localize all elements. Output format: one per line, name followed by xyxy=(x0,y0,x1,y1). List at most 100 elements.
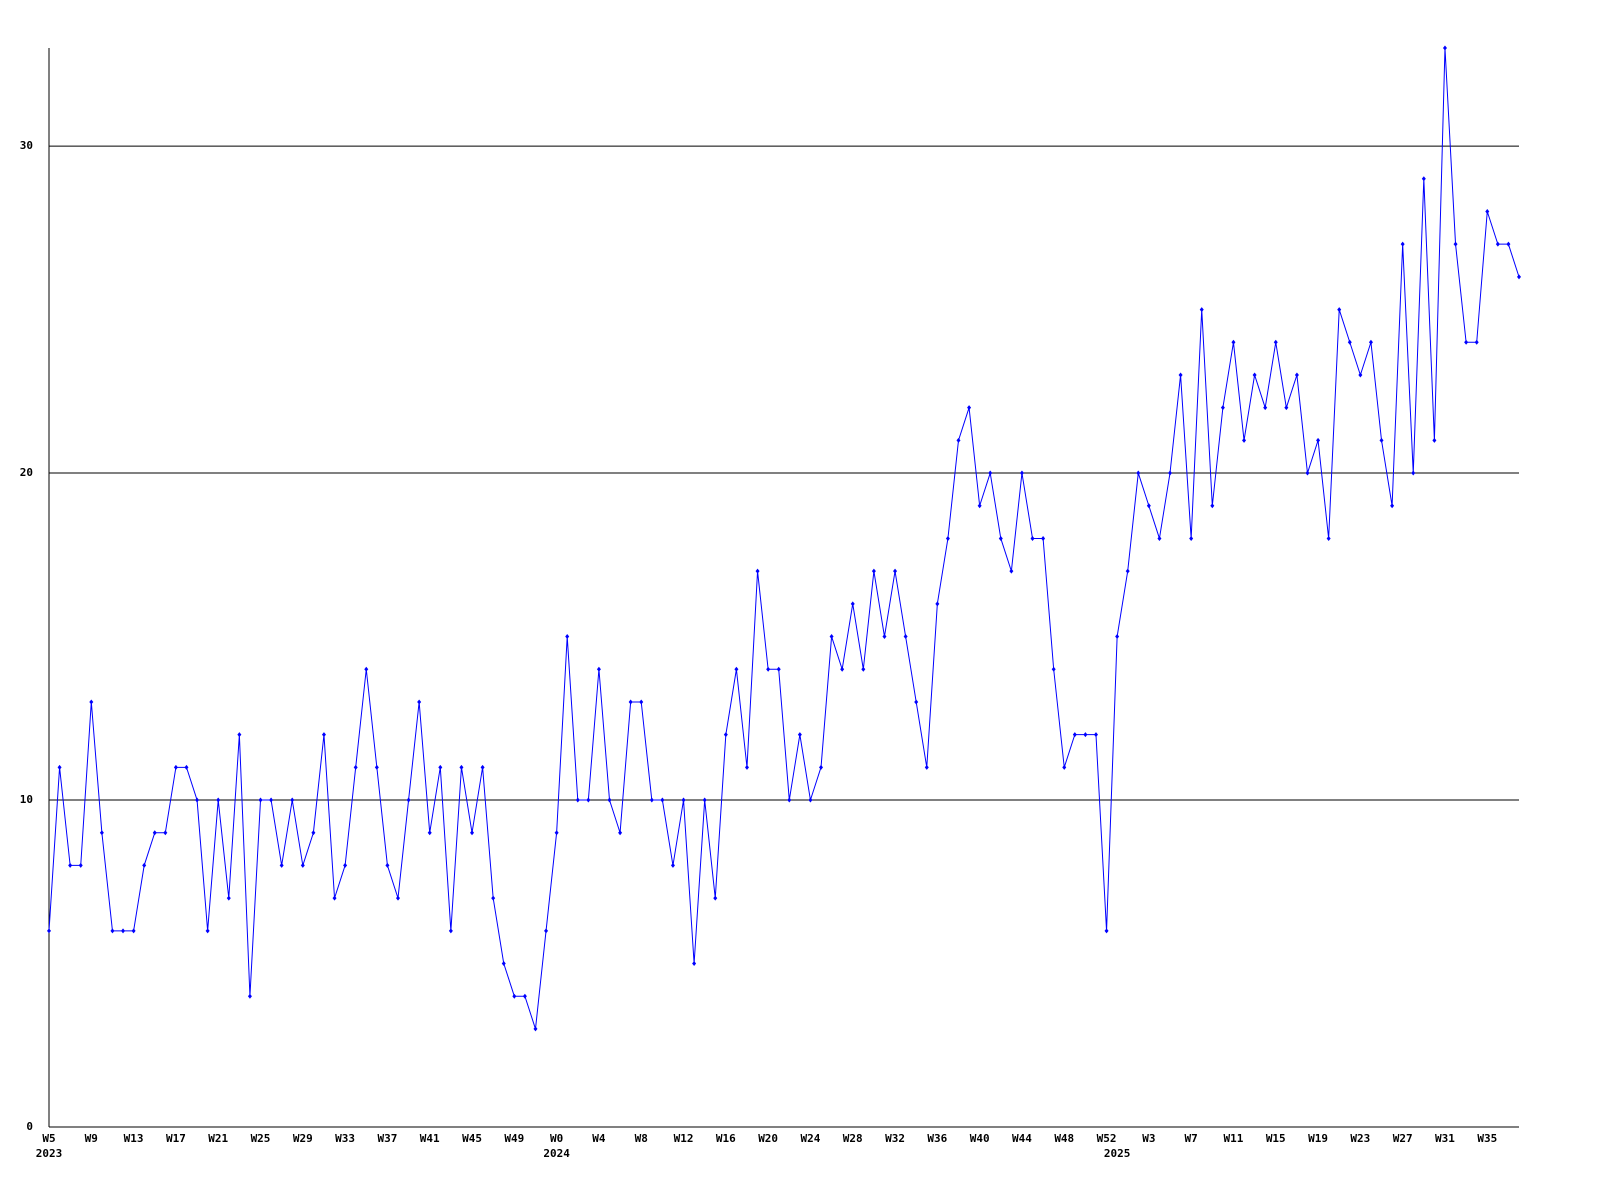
data-point xyxy=(1136,470,1141,476)
x-tick-label: W16 xyxy=(716,1132,736,1145)
y-tick-label: 0 xyxy=(26,1120,33,1133)
data-point xyxy=(279,862,284,868)
data-point xyxy=(1041,535,1046,541)
data-point xyxy=(1178,372,1183,378)
data-point xyxy=(871,568,876,574)
data-point xyxy=(586,797,591,803)
year-label: 2023 xyxy=(36,1147,63,1160)
data-point xyxy=(639,699,644,705)
data-point xyxy=(1337,307,1342,313)
x-tick-label: W48 xyxy=(1054,1132,1074,1145)
y-tick-label: 10 xyxy=(20,793,33,806)
x-tick-label: W25 xyxy=(251,1132,271,1145)
data-point xyxy=(903,634,908,640)
series-line xyxy=(48,47,1520,1030)
x-tick-label: W24 xyxy=(801,1132,821,1145)
x-tick-label: W7 xyxy=(1185,1132,1198,1145)
data-point xyxy=(385,862,390,868)
data-point xyxy=(438,764,443,770)
data-point xyxy=(99,830,104,836)
data-point xyxy=(131,928,136,934)
data-point xyxy=(1464,339,1469,345)
data-point xyxy=(1189,535,1194,541)
data-point xyxy=(723,732,728,738)
data-point xyxy=(1231,339,1236,345)
data-point xyxy=(1347,339,1352,345)
data-point xyxy=(734,666,739,672)
data-point xyxy=(290,797,295,803)
data-point xyxy=(216,797,221,803)
data-point xyxy=(596,666,601,672)
x-tick-label: W33 xyxy=(335,1132,355,1145)
data-point xyxy=(321,732,326,738)
data-point xyxy=(544,928,549,934)
data-point xyxy=(1294,372,1299,378)
data-point xyxy=(163,830,168,836)
x-tick-label: W37 xyxy=(377,1132,397,1145)
data-point xyxy=(776,666,781,672)
data-point xyxy=(1199,307,1204,313)
data-point xyxy=(628,699,633,705)
data-point xyxy=(247,993,252,999)
data-point xyxy=(522,993,527,999)
x-tick-label: W19 xyxy=(1308,1132,1328,1145)
data-point xyxy=(702,797,707,803)
data-point xyxy=(1157,535,1162,541)
data-point xyxy=(935,601,940,607)
data-point xyxy=(861,666,866,672)
data-point xyxy=(269,797,274,803)
x-tick-label: W17 xyxy=(166,1132,186,1145)
data-point xyxy=(427,830,432,836)
data-point xyxy=(89,699,94,705)
data-point xyxy=(142,862,147,868)
data-point xyxy=(607,797,612,803)
data-point xyxy=(681,797,686,803)
data-point xyxy=(78,862,83,868)
data-point xyxy=(1305,470,1310,476)
data-point xyxy=(364,666,369,672)
data-point xyxy=(332,895,337,901)
data-point xyxy=(924,764,929,770)
x-tick-label: W52 xyxy=(1097,1132,1117,1145)
x-tick-label: W36 xyxy=(927,1132,947,1145)
data-point xyxy=(1400,241,1405,247)
data-point xyxy=(1252,372,1257,378)
data-point xyxy=(1263,405,1268,411)
data-point xyxy=(1368,339,1373,345)
data-point xyxy=(121,928,126,934)
data-point xyxy=(1517,274,1521,280)
data-point xyxy=(1453,241,1458,247)
x-tick-label: W3 xyxy=(1142,1132,1155,1145)
data-point xyxy=(470,830,475,836)
data-point xyxy=(374,764,379,770)
x-tick-label: W44 xyxy=(1012,1132,1032,1145)
data-point xyxy=(1358,372,1363,378)
data-point xyxy=(967,405,972,411)
data-point xyxy=(1072,732,1077,738)
data-point xyxy=(808,797,813,803)
year-label: 2024 xyxy=(543,1147,570,1160)
x-tick-label: W28 xyxy=(843,1132,863,1145)
data-point xyxy=(649,797,654,803)
x-tick-label: W40 xyxy=(970,1132,990,1145)
data-point xyxy=(766,666,771,672)
data-point xyxy=(68,862,73,868)
data-point xyxy=(692,961,697,967)
data-point xyxy=(491,895,496,901)
data-point xyxy=(1104,928,1109,934)
data-point xyxy=(195,797,200,803)
data-point xyxy=(1083,732,1088,738)
data-point xyxy=(417,699,422,705)
data-point xyxy=(152,830,157,836)
data-point xyxy=(914,699,919,705)
data-point xyxy=(575,797,580,803)
data-point xyxy=(311,830,316,836)
x-tick-label: W35 xyxy=(1477,1132,1497,1145)
data-point xyxy=(300,862,305,868)
x-tick-label: W31 xyxy=(1435,1132,1455,1145)
data-point xyxy=(1146,503,1151,509)
data-point xyxy=(1242,437,1247,443)
x-tick-label: W5 xyxy=(42,1132,55,1145)
data-point xyxy=(533,1026,538,1032)
